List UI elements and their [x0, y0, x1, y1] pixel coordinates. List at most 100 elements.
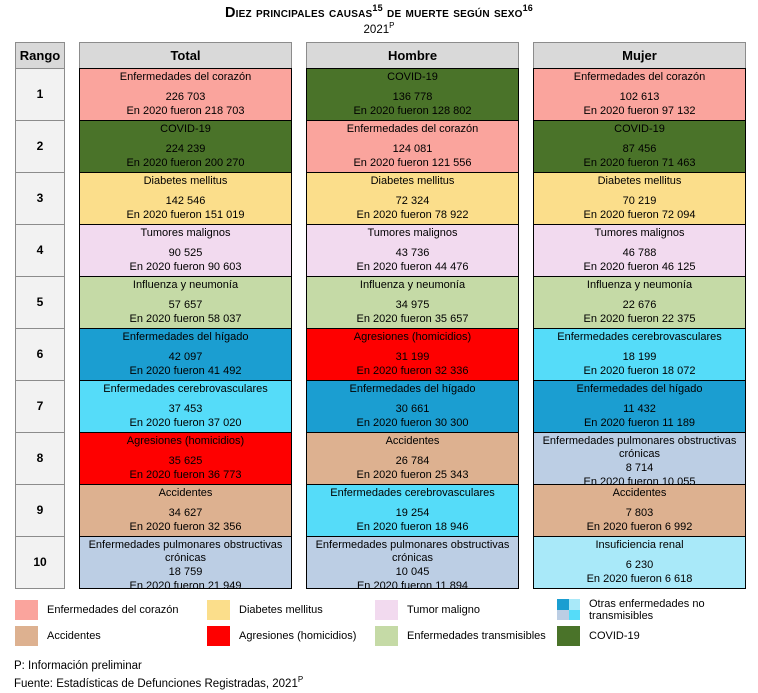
cause-prev-value: En 2020 fueron 200 270	[126, 156, 245, 169]
cause-cell: Enfermedades cerebrovasculares 19 254 En…	[306, 483, 519, 537]
legend-swatch-corazon	[15, 599, 38, 620]
cause-name: Enfermedades cerebrovasculares	[103, 382, 268, 395]
legend: Enfermedades del corazón Diabetes mellit…	[0, 598, 758, 646]
cause-name: Enfermedades pulmonares obstructivas cró…	[88, 538, 283, 565]
legend-swatch-diabetes	[207, 599, 230, 620]
cause-prev-value: En 2020 fueron 6 618	[586, 572, 693, 585]
cause-value: 11 432	[623, 403, 656, 416]
cause-value: 18 759	[168, 566, 203, 579]
cause-prev-value: En 2020 fueron 90 603	[129, 260, 242, 273]
cause-name: Accidentes	[385, 434, 440, 447]
rank-cell: 2	[15, 119, 65, 173]
legend-label: Enfermedades transmisibles	[407, 629, 546, 642]
cause-cell: Diabetes mellitus 70 219 En 2020 fueron …	[533, 171, 746, 225]
cause-value: 43 736	[395, 247, 430, 260]
cause-cell: Enfermedades del corazón 226 703 En 2020…	[79, 67, 292, 121]
cause-value: 70 219	[622, 195, 657, 208]
legend-swatch-tumor	[375, 599, 398, 620]
cause-name: Influenza y neumonía	[359, 278, 466, 291]
cause-prev-value: En 2020 fueron 97 132	[583, 104, 696, 117]
cause-name: Enfermedades del hígado	[122, 330, 249, 343]
fuente-sup-p: P	[297, 675, 304, 685]
cause-prev-value: En 2020 fueron 22 375	[583, 312, 696, 325]
legend-swatch-transmisibles	[375, 625, 398, 646]
cause-value: 30 661	[395, 403, 430, 416]
cause-name: Enfermedades pulmonares obstructivas cró…	[315, 538, 510, 565]
footnote-preliminar: P: Información preliminar	[14, 659, 142, 672]
cause-name: Enfermedades cerebrovasculares	[557, 330, 722, 343]
cause-value: 19 254	[395, 507, 430, 520]
cause-value: 35 625	[168, 455, 203, 468]
cause-cell: Accidentes 26 784 En 2020 fueron 25 343	[306, 431, 519, 485]
cause-value: 7 803	[625, 507, 654, 520]
cause-prev-value: En 2020 fueron 11 189	[583, 416, 696, 429]
rank-cell: 5	[15, 275, 65, 329]
rank-cell: 1	[15, 67, 65, 121]
legend-swatch-covid	[557, 625, 580, 646]
cause-prev-value: En 2020 fueron 32 336	[356, 364, 469, 377]
cause-cell: Enfermedades del hígado 30 661 En 2020 f…	[306, 379, 519, 433]
cause-prev-value: En 2020 fueron 71 463	[583, 156, 696, 169]
cause-value: 34 975	[395, 299, 430, 312]
footnotes: P: Información preliminar Fuente: Estadí…	[0, 658, 758, 693]
legend-item: Tumor maligno	[375, 598, 557, 622]
legend-item: Accidentes	[15, 625, 207, 646]
legend-swatch-part	[568, 609, 580, 621]
cause-name: Influenza y neumonía	[132, 278, 239, 291]
legend-swatch-accidentes	[15, 625, 38, 646]
cause-name: COVID-19	[614, 122, 665, 135]
rank-cell: 10	[15, 535, 65, 589]
legend-label: Tumor maligno	[407, 603, 480, 616]
cause-value: 226 703	[165, 91, 206, 104]
cause-value: 22 676	[622, 299, 657, 312]
cause-prev-value: En 2020 fueron 151 019	[126, 208, 245, 221]
cause-prev-value: En 2020 fueron 58 037	[129, 312, 242, 325]
cause-name: COVID-19	[160, 122, 211, 135]
cause-cell: Agresiones (homicidios) 35 625 En 2020 f…	[79, 431, 292, 485]
cause-prev-value: En 2020 fueron 128 802	[353, 104, 472, 117]
cause-prev-value: En 2020 fueron 44 476	[356, 260, 469, 273]
legend-item: Otras enfermedades no transmisibles	[557, 598, 753, 622]
legend-item: Diabetes mellitus	[207, 598, 375, 622]
title-part2: de muerte según sexo	[382, 4, 523, 21]
rank-cell: 4	[15, 223, 65, 277]
cause-value: 26 784	[395, 455, 430, 468]
cause-prev-value: En 2020 fueron 30 300	[356, 416, 469, 429]
cause-name: Diabetes mellitus	[143, 174, 228, 187]
legend-swatch-part	[568, 599, 580, 610]
subtitle-year: 2021	[363, 23, 390, 36]
legend-label: Enfermedades del corazón	[47, 603, 179, 616]
cause-name: Enfermedades del corazón	[119, 70, 252, 83]
legend-swatch-agresiones	[207, 625, 230, 646]
cause-cell: Enfermedades cerebrovasculares 37 453 En…	[79, 379, 292, 433]
cause-name: Enfermedades pulmonares obstructivas cró…	[542, 434, 737, 461]
fuente-text: Fuente: Estadísticas de Defunciones Regi…	[14, 678, 298, 691]
cause-cell: Agresiones (homicidios) 31 199 En 2020 f…	[306, 327, 519, 381]
column-rank: Rango 1 2 3 4 5 6 7 8 9 10	[15, 41, 65, 589]
rank-cell: 6	[15, 327, 65, 381]
subtitle-sup-p: P	[389, 20, 395, 30]
cause-cell: Tumores malignos 90 525 En 2020 fueron 9…	[79, 223, 292, 277]
cause-cell: Tumores malignos 43 736 En 2020 fueron 4…	[306, 223, 519, 277]
cause-name: Enfermedades del corazón	[573, 70, 706, 83]
cause-name: Tumores malignos	[367, 226, 458, 239]
legend-label: COVID-19	[589, 629, 640, 642]
rank-cell: 3	[15, 171, 65, 225]
cause-cell: Tumores malignos 46 788 En 2020 fueron 4…	[533, 223, 746, 277]
cause-name: Agresiones (homicidios)	[126, 434, 245, 447]
legend-swatch-otras-no-transmisibles	[557, 599, 580, 621]
legend-swatch-part	[557, 609, 569, 621]
cause-cell: Accidentes 34 627 En 2020 fueron 32 356	[79, 483, 292, 537]
cause-value: 18 199	[622, 351, 657, 364]
page-subtitle: 2021P	[0, 21, 758, 36]
title-footnote-15: 15	[372, 3, 383, 13]
cause-name: Enfermedades del hígado	[349, 382, 476, 395]
cause-cell: Influenza y neumonía 57 657 En 2020 fuer…	[79, 275, 292, 329]
cause-prev-value: En 2020 fueron 41 492	[129, 364, 242, 377]
column-total: Total Enfermedades del corazón 226 703 E…	[79, 41, 292, 592]
cause-name: Enfermedades del hígado	[576, 382, 703, 395]
cause-value: 136 778	[392, 91, 433, 104]
cause-cell: Accidentes 7 803 En 2020 fueron 6 992	[533, 483, 746, 537]
cause-value: 8 714	[625, 462, 654, 475]
cause-value: 102 613	[619, 91, 660, 104]
